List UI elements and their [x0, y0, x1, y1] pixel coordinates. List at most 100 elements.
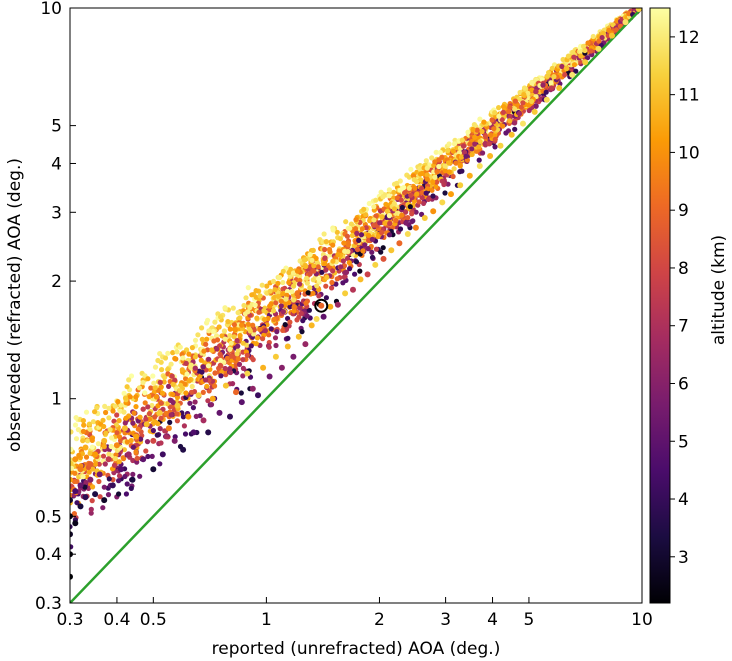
scatter-point	[172, 377, 178, 383]
scatter-point	[256, 309, 262, 315]
scatter-point	[264, 283, 270, 289]
scatter-point	[267, 288, 273, 294]
scatter-point	[204, 383, 210, 389]
scatter-point	[184, 371, 190, 377]
scatter-point	[562, 72, 568, 78]
y-tick-label: 10	[40, 0, 62, 19]
scatter-point	[273, 300, 279, 306]
scatter-point	[127, 394, 133, 400]
scatter-point	[97, 494, 103, 500]
scatter-point	[230, 305, 236, 311]
scatter-point	[72, 422, 79, 428]
scatter-point	[341, 240, 347, 246]
scatter-point	[222, 336, 228, 342]
scatter-point	[108, 443, 114, 450]
scatter-point	[234, 338, 240, 344]
scatter-point	[472, 134, 478, 140]
scatter-point	[159, 367, 165, 373]
scatter-point	[347, 266, 353, 272]
scatter-point	[277, 274, 283, 281]
colorbar-tick-label: 12	[678, 28, 700, 48]
scatter-point	[174, 418, 180, 424]
scatter-point	[253, 288, 259, 294]
scatter-point	[116, 459, 122, 465]
scatter-point	[241, 302, 247, 309]
scatter-point	[177, 344, 183, 350]
scatter-point	[573, 68, 579, 74]
scatter-point	[294, 317, 300, 323]
scatter-point	[407, 204, 413, 210]
scatter-point	[340, 280, 346, 286]
scatter-point	[409, 211, 415, 217]
data-point	[105, 456, 112, 463]
scatter-point	[348, 221, 354, 227]
scatter-point	[168, 361, 174, 367]
scatter-point	[369, 249, 375, 255]
scatter-point	[140, 406, 146, 412]
scatter-point	[571, 54, 577, 60]
scatter-point	[631, 8, 637, 11]
data-point	[87, 476, 94, 483]
scatter-point	[113, 422, 119, 428]
scatter-point	[377, 220, 383, 226]
scatter-point	[473, 148, 480, 154]
scatter-point	[103, 409, 109, 416]
scatter-point	[257, 293, 263, 299]
data-point	[372, 261, 379, 268]
scatter-point	[107, 427, 113, 433]
scatter-point	[357, 268, 363, 274]
scatter-point	[305, 290, 311, 296]
scatter-point	[204, 336, 210, 342]
scatter-point	[492, 144, 498, 150]
data-point	[222, 382, 229, 389]
colorbar-axis: 3 4 5 6 7 8 9 10 11 12	[670, 28, 700, 568]
scatter-point	[297, 277, 303, 283]
scatter-point	[245, 321, 251, 327]
scatter-point	[563, 65, 570, 71]
scatter-point	[89, 498, 95, 504]
scatter-point	[507, 104, 513, 111]
scatter-point	[322, 261, 328, 267]
data-point	[190, 429, 197, 436]
scatter-point	[244, 352, 250, 358]
scatter-point	[73, 415, 79, 421]
scatter-point	[398, 197, 404, 203]
scatter-point	[451, 141, 458, 147]
data-point	[327, 303, 334, 310]
scatter-point	[432, 159, 438, 165]
scatter-point	[142, 400, 148, 406]
scatter-point	[159, 390, 166, 396]
scatter-point	[436, 164, 442, 170]
data-point	[260, 364, 267, 371]
scatter-point	[76, 452, 82, 458]
scatter-point	[521, 85, 528, 91]
scatter-point	[330, 227, 336, 233]
scatter-point	[115, 399, 121, 405]
scatter-point	[130, 420, 136, 426]
x-tick-label: 5	[524, 610, 535, 630]
scatter-point	[100, 505, 106, 511]
scatter-point	[421, 200, 427, 206]
scatter-point	[234, 351, 240, 357]
scatter-point	[373, 213, 379, 219]
scatter-point	[585, 55, 591, 61]
scatter-point	[297, 305, 303, 311]
scatter-point	[135, 426, 141, 432]
scatter-point	[95, 441, 101, 447]
data-point	[238, 399, 245, 406]
scatter-point	[105, 492, 112, 498]
scatter-point	[109, 435, 115, 441]
scatter-point	[479, 128, 485, 135]
scatter-point	[371, 204, 377, 210]
scatter-point	[291, 304, 297, 310]
scatter-point	[102, 461, 108, 467]
scatter-point	[182, 431, 189, 437]
scatter-point	[201, 348, 207, 354]
scatter-point	[130, 471, 136, 477]
x-tick-label: 10	[631, 610, 653, 630]
scatter-point	[235, 310, 241, 316]
scatter-point	[360, 248, 366, 254]
scatter-point	[149, 453, 155, 459]
scatter-point	[283, 296, 289, 302]
